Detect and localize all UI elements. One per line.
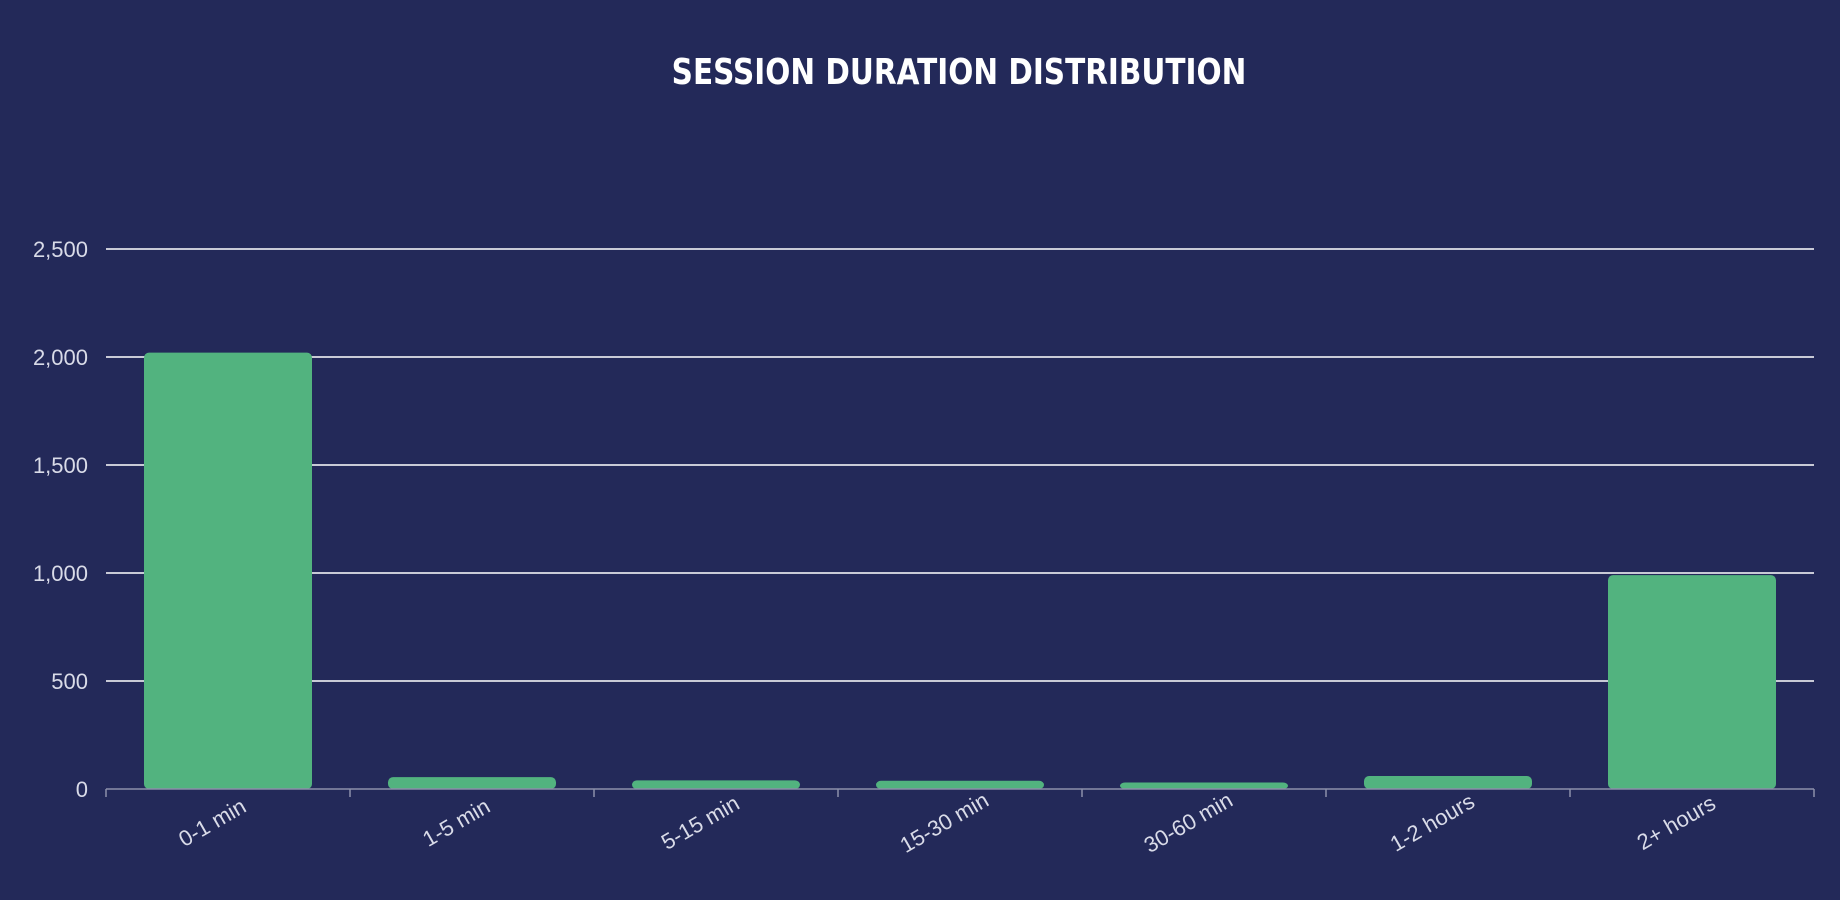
x-tick-label: 0-1 min: [174, 793, 250, 851]
bar[interactable]: [1120, 782, 1288, 789]
bar[interactable]: [632, 780, 800, 789]
bar[interactable]: [388, 777, 556, 789]
y-tick-label: 0: [76, 777, 88, 802]
y-tick-label: 2,500: [33, 237, 88, 262]
x-tick-label: 2+ hours: [1633, 790, 1720, 855]
y-tick-label: 1,000: [33, 561, 88, 586]
x-tick-label: 1-5 min: [418, 793, 494, 851]
x-tick-label: 15-30 min: [896, 787, 993, 858]
bar[interactable]: [144, 352, 312, 789]
x-axis-ticks: 0-1 min 1-5 min 5-15 min 15-30 min 30-60 min…: [174, 787, 1720, 858]
y-axis-ticks: 0 500 1,000 1,500 2,000 2,500: [33, 237, 88, 802]
bar[interactable]: [876, 780, 1044, 789]
chart-title: SESSION DURATION DISTRIBUTION: [671, 52, 1247, 93]
bar[interactable]: [1364, 776, 1532, 789]
grid-lines: [106, 248, 1814, 682]
y-tick-label: 500: [51, 669, 88, 694]
bar[interactable]: [1608, 575, 1776, 789]
x-tick-label: 1-2 hours: [1386, 788, 1479, 856]
y-tick-label: 2,000: [33, 345, 88, 370]
y-tick-label: 1,500: [33, 453, 88, 478]
x-tick-label: 5-15 min: [657, 790, 744, 854]
x-axis: [105, 788, 1815, 797]
x-tick-label: 30-60 min: [1140, 787, 1237, 858]
bars: [144, 352, 1776, 789]
